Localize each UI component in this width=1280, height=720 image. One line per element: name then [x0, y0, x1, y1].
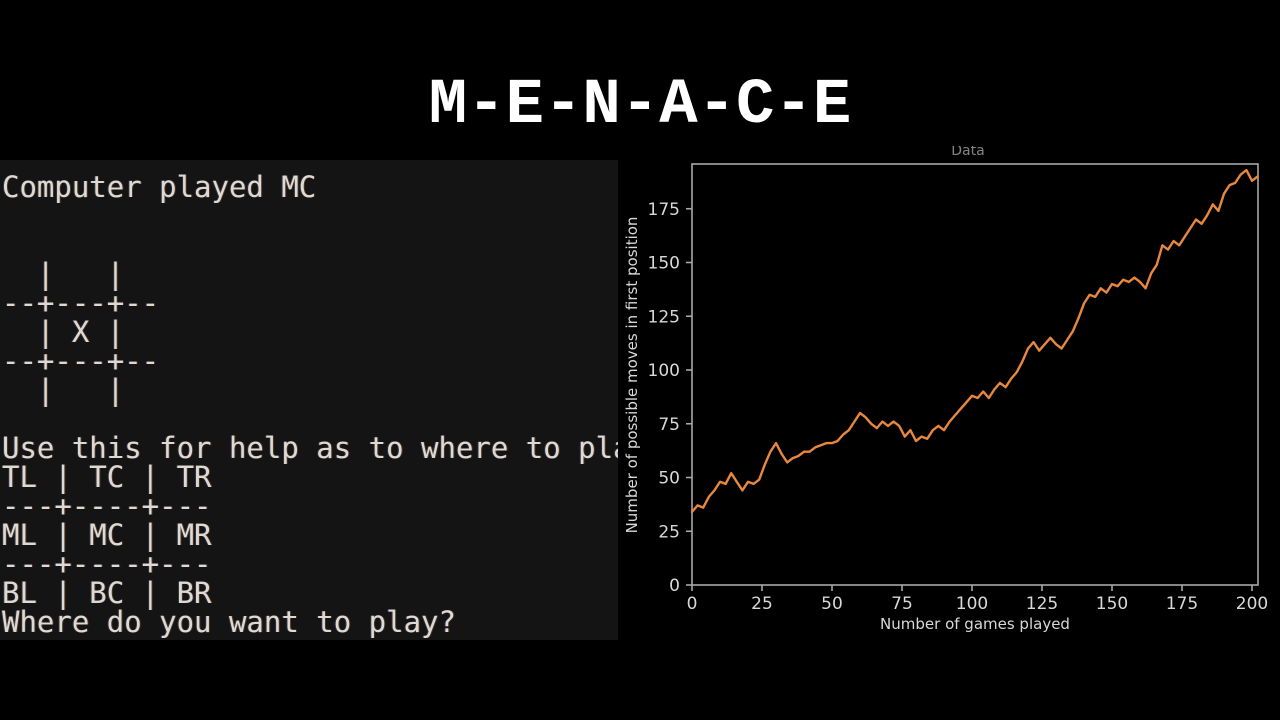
data-line [690, 168, 1259, 514]
svg-text:50: 50 [658, 469, 680, 489]
svg-text:75: 75 [658, 415, 680, 435]
svg-text:150: 150 [648, 254, 680, 274]
terminal-window[interactable]: Computer played MC | | --+---+-- | X | -… [0, 160, 618, 640]
svg-text:25: 25 [751, 594, 773, 614]
y-axis-ticks: 0 25 50 75 100 125 150 175 [648, 200, 692, 596]
svg-text:175: 175 [648, 200, 680, 220]
svg-text:200: 200 [1236, 594, 1268, 614]
svg-text:175: 175 [1166, 594, 1198, 614]
svg-text:0: 0 [669, 576, 680, 596]
y-axis-label: Number of possible moves in first positi… [623, 217, 641, 534]
svg-text:25: 25 [658, 522, 680, 542]
line-chart: Data 0 25 50 75 100 125 150 175 200 0 25 50 75 100 12… [623, 143, 1268, 633]
chart-area: Data 0 25 50 75 100 125 150 175 200 0 25 50 75 100 12… [620, 140, 1280, 645]
svg-text:125: 125 [648, 307, 680, 327]
x-axis-label: Number of games played [880, 615, 1070, 633]
svg-text:0: 0 [687, 594, 698, 614]
svg-text:100: 100 [648, 361, 680, 381]
svg-text:75: 75 [891, 594, 913, 614]
plot-frame [691, 163, 1259, 586]
svg-text:50: 50 [821, 594, 843, 614]
svg-text:150: 150 [1096, 594, 1128, 614]
svg-text:100: 100 [956, 594, 988, 614]
svg-text:125: 125 [1026, 594, 1058, 614]
terminal-output: Computer played MC | | --+---+-- | X | -… [2, 170, 618, 639]
page-title: M-E-N-A-C-E [428, 70, 852, 142]
chart-title-partial: Data [951, 143, 984, 159]
x-axis-ticks: 0 25 50 75 100 125 150 175 200 [687, 585, 1268, 614]
